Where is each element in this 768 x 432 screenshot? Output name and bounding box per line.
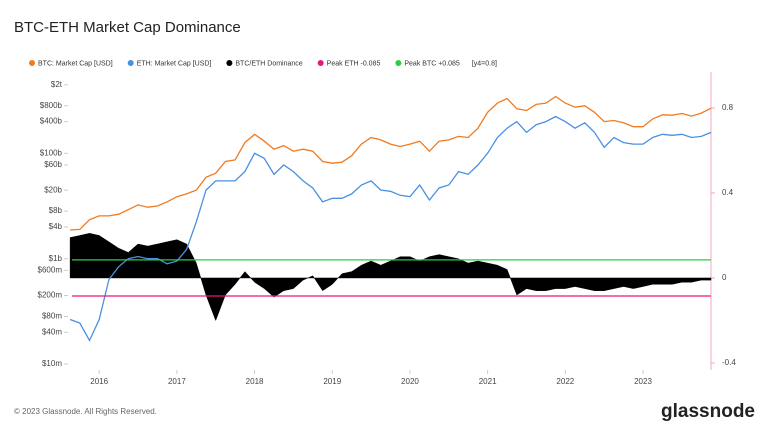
brand: glassnode	[661, 401, 755, 422]
y2-tick-label: 0.4	[722, 188, 734, 197]
x-tick-label: 2023	[634, 377, 652, 386]
y-tick-label: $4b	[49, 222, 63, 231]
legend-note: [y4=0.8]	[472, 60, 497, 67]
y-tick-label: $200m	[38, 291, 63, 300]
x-tick-label: 2017	[168, 377, 186, 386]
legend-label: BTC/ETH Dominance	[235, 60, 302, 67]
legend-swatch	[395, 60, 402, 66]
legend-swatch	[29, 60, 35, 66]
x-tick-label: 2016	[90, 377, 108, 386]
footer: © 2023 Glassnode. All Rights Reserved.	[14, 407, 157, 416]
legend-label: Peak ETH -0.085	[327, 60, 381, 67]
chart-title: BTC-ETH Market Cap Dominance	[14, 19, 241, 36]
y-tick-label: $600m	[38, 265, 63, 274]
series-line	[69, 115, 712, 342]
y-tick-label: $20b	[44, 185, 62, 194]
y-tick-label: $100b	[40, 148, 63, 157]
legend-swatch	[226, 60, 233, 66]
y-tick-label: $60b	[44, 160, 62, 169]
y-tick-label: $400b	[40, 117, 63, 126]
y-tick-label: $40m	[42, 327, 62, 336]
x-tick-label: 2019	[323, 377, 341, 386]
y-tick-label: $2t	[51, 80, 63, 89]
y2-tick-label: -0.4	[722, 358, 736, 367]
x-tick-label: 2021	[479, 377, 497, 386]
y-tick-label: $8b	[49, 206, 63, 215]
y-tick-label: $80m	[42, 312, 62, 321]
y2-tick-label: 0.8	[722, 103, 734, 112]
legend-label: Peak BTC +0.085	[404, 60, 460, 67]
legend-swatch	[317, 60, 324, 66]
y-tick-label: $800b	[40, 101, 63, 110]
legend-label: ETH: Market Cap [USD]	[137, 60, 212, 67]
dominance-area	[69, 233, 712, 322]
series-line	[70, 95, 712, 231]
y-tick-label: $10m	[42, 359, 62, 368]
legend-label: BTC: Market Cap [USD]	[38, 60, 113, 67]
x-tick-label: 2018	[246, 377, 264, 386]
y2-tick-label: 0	[722, 273, 727, 282]
legend-swatch	[127, 60, 134, 66]
x-tick-label: 2022	[556, 377, 574, 386]
y-tick-label: $1b	[49, 254, 63, 263]
x-tick-label: 2020	[401, 377, 419, 386]
